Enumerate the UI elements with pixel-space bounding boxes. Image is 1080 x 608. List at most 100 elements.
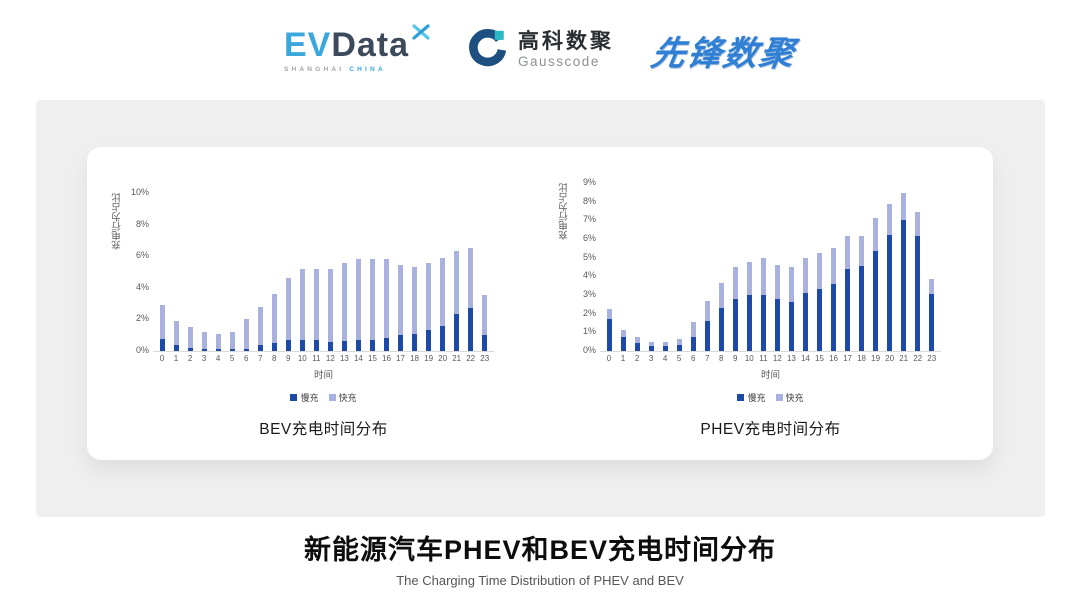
y-tick-label: 0%: [135, 345, 149, 355]
bar-segment-slow: [215, 349, 221, 351]
y-tick-label: 3%: [582, 289, 596, 299]
x-tick-label: 8: [719, 354, 724, 363]
legend-item-slow: 慢充: [290, 391, 319, 404]
x-tick-label: 8: [272, 354, 277, 363]
x-tick-label: 13: [339, 354, 349, 363]
bar-stack: [788, 183, 794, 351]
x-tick-label: 7: [704, 354, 710, 363]
legend-item-slow: 慢充: [737, 391, 766, 404]
bar-segment-fast: [816, 253, 822, 290]
evdata-tagline: SHANGHAI CHINA: [284, 66, 386, 73]
bar-stack: [369, 193, 375, 351]
bar-column: 22: [911, 183, 925, 363]
bar-column: 2: [183, 193, 197, 363]
legend-swatch-slow: [290, 394, 298, 401]
bar-segment-fast: [482, 294, 488, 336]
bar-column: 8: [267, 193, 281, 363]
x-tick-label: 11: [759, 354, 768, 363]
bar-column: 16: [827, 183, 841, 363]
bar-column: 19: [422, 193, 436, 363]
y-tick-label: 0%: [582, 345, 596, 355]
bar-segment-fast: [746, 262, 752, 295]
bev-plot-row: 充电行为占比 0% 2% 4% 6% 8% 10% 0 1 2 3 4 5 6 7 8 9 10 11 12 13 1…: [111, 188, 494, 439]
bar-segment-fast: [648, 341, 654, 347]
bar-segment-slow: [187, 347, 193, 351]
bar-stack: [606, 183, 612, 351]
bar-segment-slow: [831, 283, 836, 351]
x-tick-label: 3: [201, 354, 207, 363]
bar-segment-fast: [159, 305, 165, 340]
x-tick-label: 14: [353, 354, 363, 363]
bar-segment-fast: [929, 279, 935, 295]
bar-segment-slow: [606, 319, 612, 351]
bar-stack: [426, 193, 432, 351]
bar-column: 7: [700, 183, 714, 363]
x-tick-label: 7: [257, 354, 263, 363]
bar-stack: [690, 183, 696, 351]
bar-column: 11: [309, 193, 323, 363]
bar-segment-slow: [845, 268, 851, 351]
phev-plot-row: 充电行为占比 0% 1% 2% 3% 4% 5% 6% 7% 8% 9% 0 1 2 3 4 5 6 7 8 9 10…: [558, 178, 941, 439]
bev-plot-column: 0 1 2 3 4 5 6 7 8 9 10 11 12 13 14 15 16 17 18 19 20 21 22 23 时…: [153, 193, 494, 439]
bar-segment-slow: [482, 335, 488, 351]
bar-column: 12: [770, 183, 784, 363]
bar-stack: [831, 183, 836, 351]
bar-stack: [634, 183, 640, 351]
bar-segment-fast: [440, 257, 446, 326]
evdata-tagline-shanghai: SHANGHAI: [283, 65, 345, 73]
bar-stack: [384, 193, 389, 351]
phev-chart: 充电行为占比 0% 1% 2% 3% 4% 5% 6% 7% 8% 9% 0 1 2 3 4 5 6 7 8 9 10…: [558, 178, 941, 439]
x-tick-label: 1: [173, 354, 179, 363]
y-tick-label: 8%: [582, 195, 596, 206]
x-tick-label: 23: [927, 354, 937, 363]
bar-segment-slow: [271, 343, 277, 351]
bar-column: 4: [658, 183, 672, 363]
legend: 慢充 快充: [155, 391, 492, 404]
bar-stack: [845, 183, 851, 351]
bar-segment-slow: [718, 308, 724, 351]
bar-column: 17: [394, 193, 408, 363]
x-axis-title: 时间: [313, 370, 333, 381]
bar-column: 13: [784, 183, 798, 363]
bar-stack: [704, 183, 710, 351]
bar-column: 15: [812, 183, 826, 363]
bar-stack: [313, 193, 319, 351]
gausscode-name-cn: 高科数聚: [518, 29, 615, 53]
bar-segment-slow: [285, 339, 291, 351]
bar-segment-fast: [887, 203, 893, 236]
bar-segment-slow: [369, 339, 375, 351]
bar-stack: [648, 183, 654, 351]
bar-segment-fast: [285, 278, 291, 340]
bar-column: 22: [464, 193, 478, 363]
y-tick-label: 4%: [582, 270, 596, 281]
subtitle: The Charging Time Distribution of PHEV a…: [396, 573, 684, 588]
x-tick-label: 6: [690, 354, 696, 363]
y-axis-title: 充电行为占比: [559, 183, 570, 240]
bar-stack: [859, 183, 865, 351]
evdata-logo: EV Data SHANGHAI CHINA: [284, 23, 430, 73]
bar-column: 6: [686, 183, 700, 363]
bar-segment-fast: [299, 268, 305, 340]
bar-stack: [915, 183, 921, 351]
bar-segment-slow: [676, 345, 682, 351]
evdata-tagline-china: CHINA: [349, 65, 386, 73]
bar-column: 12: [323, 193, 337, 363]
bar-segment-fast: [426, 263, 432, 331]
bar-stack: [243, 193, 249, 351]
bar-segment-fast: [355, 259, 361, 340]
y-tick-label: 9%: [582, 177, 596, 187]
bar-segment-slow: [159, 339, 165, 351]
gausscode-mark-icon: [467, 27, 509, 74]
x-tick-label: 20: [885, 354, 895, 363]
y-tick-label: 2%: [135, 313, 149, 324]
bar-segment-fast: [271, 294, 277, 344]
x-tick-label: 15: [368, 354, 377, 363]
x-tick-label: 21: [899, 354, 909, 363]
footer: 新能源汽车PHEV和BEV充电时间分布 The Charging Time Di…: [0, 528, 1080, 588]
bar-stack: [873, 183, 879, 351]
bar-segment-slow: [802, 293, 808, 351]
bar-segment-fast: [384, 259, 389, 339]
bar-segment-fast: [732, 267, 738, 299]
logo-bar: EV Data SHANGHAI CHINA: [0, 0, 1080, 100]
x-tick-label: 0: [606, 354, 612, 363]
